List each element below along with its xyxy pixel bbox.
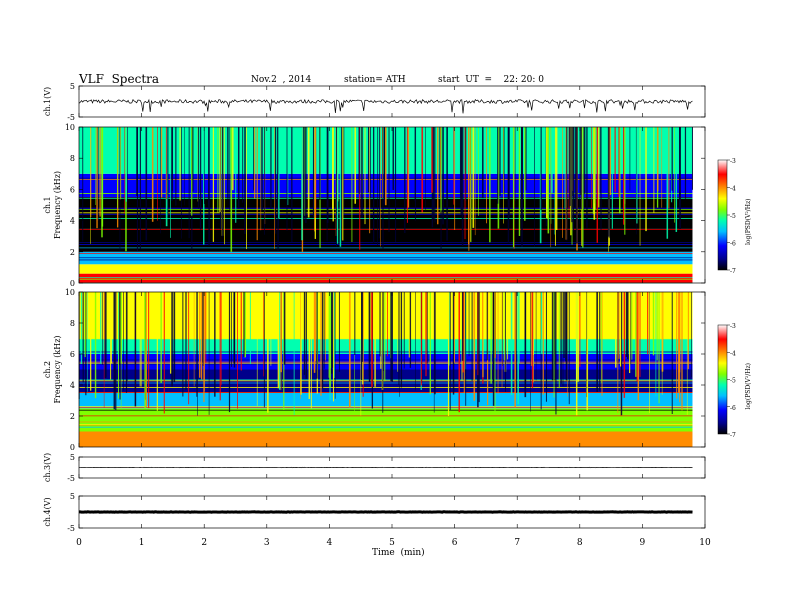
ch2-spectrogram-ytick-label: 4 (70, 381, 75, 390)
ch1-waveform-panel (78, 85, 706, 118)
ch1-spectrogram-colorbar-tick-label: -7 (730, 268, 736, 275)
ch3-waveform-ytick-label: 5 (70, 453, 75, 462)
start-ut-label: start UT = 22: 20: 0 (438, 75, 544, 85)
x-tick-label: 4 (327, 538, 333, 548)
ch1-spectrogram-ytick-label: 6 (70, 185, 75, 194)
ch1-waveform-ytick-label: -5 (67, 113, 75, 122)
ch2-spectrogram-colorbar-tick-label: -4 (730, 350, 736, 357)
ch2-spectrogram-band-1 (79, 408, 693, 432)
ch2-spectrogram-ytick-label: 2 (70, 412, 75, 421)
ch2-spectrogram-band-2 (79, 392, 693, 409)
ch2-spectrogram-colorbar (717, 324, 728, 435)
x-tick-label: 9 (640, 538, 646, 548)
x-tick-label: 8 (577, 538, 583, 548)
ch1-spectrogram-ytick-label: 10 (65, 123, 75, 132)
ch2-spectrogram-colorbar-label: log(PSD(V²/Hz) (745, 363, 752, 410)
x-tick-label: 6 (452, 538, 458, 548)
ch1-spectrogram-ylabel: ch.1 (43, 196, 52, 213)
ch1-spectrogram-colorbar-label: log(PSD(V²/Hz) (745, 198, 752, 245)
ch4-waveform-ytick-label: 5 (70, 492, 75, 501)
ch2-spectrogram-ylabel: Frequency (kHz) (53, 335, 62, 403)
ch2-spectrogram-colorbar-tick-label: -5 (730, 378, 736, 385)
ch1-spectrogram-band-0 (79, 273, 693, 283)
date-label: Nov.2 , 2014 (251, 75, 312, 85)
ch1-spectrogram-band-3 (79, 228, 693, 252)
ch2-spectrogram-panel (78, 291, 730, 448)
ch1-spectrogram-colorbar-tick-label: -5 (730, 213, 736, 220)
ch1-spectrogram-colorbar-tick-label: -6 (730, 241, 736, 248)
ch3-waveform-ytick-label: -5 (67, 474, 75, 483)
ch1-spectrogram-colorbar-tick-label: -4 (730, 186, 736, 193)
ch2-spectrogram-colorbar-tick-label: -7 (730, 432, 736, 439)
ch1-spectrogram-ylabel: Frequency (kHz) (53, 171, 62, 239)
ch1-spectrogram-panel (78, 126, 730, 284)
ch1-spectrogram-ytick-label: 4 (70, 217, 75, 226)
ch3-waveform-panel (78, 456, 706, 479)
ch1-waveform-trace (78, 98, 693, 114)
ch2-spectrogram-ytick-label: 6 (70, 350, 75, 359)
ch4-waveform-panel (78, 495, 706, 529)
ch1-spectrogram-ytick-label: 2 (70, 248, 75, 257)
x-tick-label: 7 (514, 538, 520, 548)
ch4-waveform-ytick-label: -5 (67, 524, 75, 533)
ch1-waveform-ytick-label: 5 (70, 82, 75, 91)
ch1-spectrogram-band-1 (79, 264, 693, 274)
ch1-spectrogram-ytick-label: 8 (70, 154, 75, 163)
ch1-spectrogram-colorbar-tick-label: -3 (730, 158, 736, 165)
ch2-spectrogram-band-5 (79, 338, 693, 354)
x-tick-label: 10 (699, 538, 711, 548)
ch2-spectrogram-ytick-label: 10 (65, 288, 75, 297)
ch2-spectrogram-colorbar-tick-label: -6 (730, 405, 736, 412)
x-tick-label: 3 (264, 538, 270, 548)
ch2-spectrogram-ylabel: ch.2 (43, 361, 52, 378)
ch1-spectrogram-colorbar (717, 159, 728, 271)
ch2-spectrogram-band-6 (79, 292, 693, 339)
ch1-spectrogram-ytick-label: 0 (70, 279, 75, 288)
x-tick-label: 2 (201, 538, 207, 548)
ch2-spectrogram-band-0 (79, 431, 693, 447)
x-tick-label: 1 (139, 538, 145, 548)
x-tick-label: 0 (76, 538, 82, 548)
figure-title: VLF Spectra (79, 72, 160, 86)
ch2-spectrogram-ytick-label: 0 (70, 443, 75, 452)
x-axis-title: Time (min) (372, 548, 425, 558)
ch2-spectrogram-ytick-label: 8 (70, 319, 75, 328)
ch3-waveform-ylabel: ch.3(V) (43, 453, 52, 482)
ch2-spectrogram-band-4 (79, 354, 693, 370)
x-tick-label: 5 (389, 538, 395, 548)
ch4-waveform-ylabel: ch.4(V) (43, 497, 52, 526)
ch2-spectrogram-colorbar-tick-label: -3 (730, 323, 736, 330)
station-label: station= ATH (344, 75, 406, 85)
ch1-waveform-ylabel: ch.1(V) (43, 87, 52, 116)
